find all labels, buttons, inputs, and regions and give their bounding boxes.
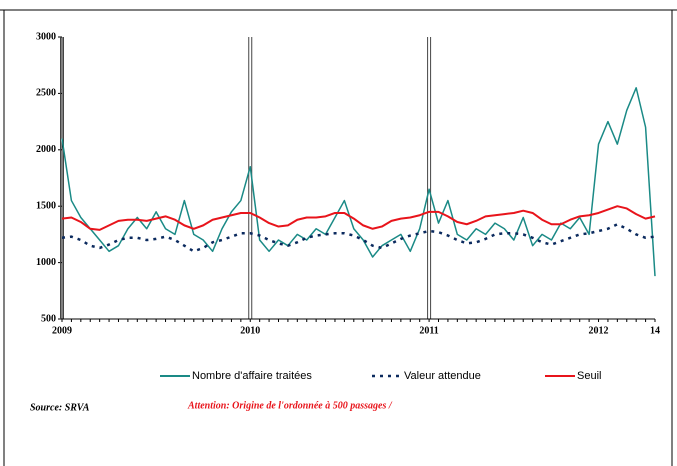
x-tick-label: 2010 bbox=[240, 325, 260, 336]
y-tick-label: 1000 bbox=[36, 257, 56, 268]
y-tick-label: 3000 bbox=[36, 31, 56, 42]
source: Source: SRVA bbox=[30, 402, 90, 413]
legend-label: Seuil bbox=[577, 370, 601, 382]
x-tick-label: 2012 bbox=[589, 325, 609, 336]
series-line bbox=[61, 205, 656, 231]
y-tick-label: 2000 bbox=[36, 144, 56, 155]
y-tick-label: 500 bbox=[41, 313, 56, 324]
legend-label: Nombre d'affaire traitées bbox=[192, 370, 312, 382]
x-tick-label: 2011 bbox=[419, 325, 438, 336]
x-tick-label: 14 bbox=[650, 325, 660, 336]
y-tick-label: 2500 bbox=[36, 88, 56, 99]
y-tick-label: 1500 bbox=[36, 200, 56, 211]
series-line bbox=[61, 87, 656, 277]
legend-label: Valeur attendue bbox=[404, 370, 481, 382]
series-line bbox=[61, 222, 656, 253]
annotation: Attention: Origine de l'ordonnée à 500 p… bbox=[187, 400, 393, 411]
x-tick-label: 2009 bbox=[52, 325, 72, 336]
